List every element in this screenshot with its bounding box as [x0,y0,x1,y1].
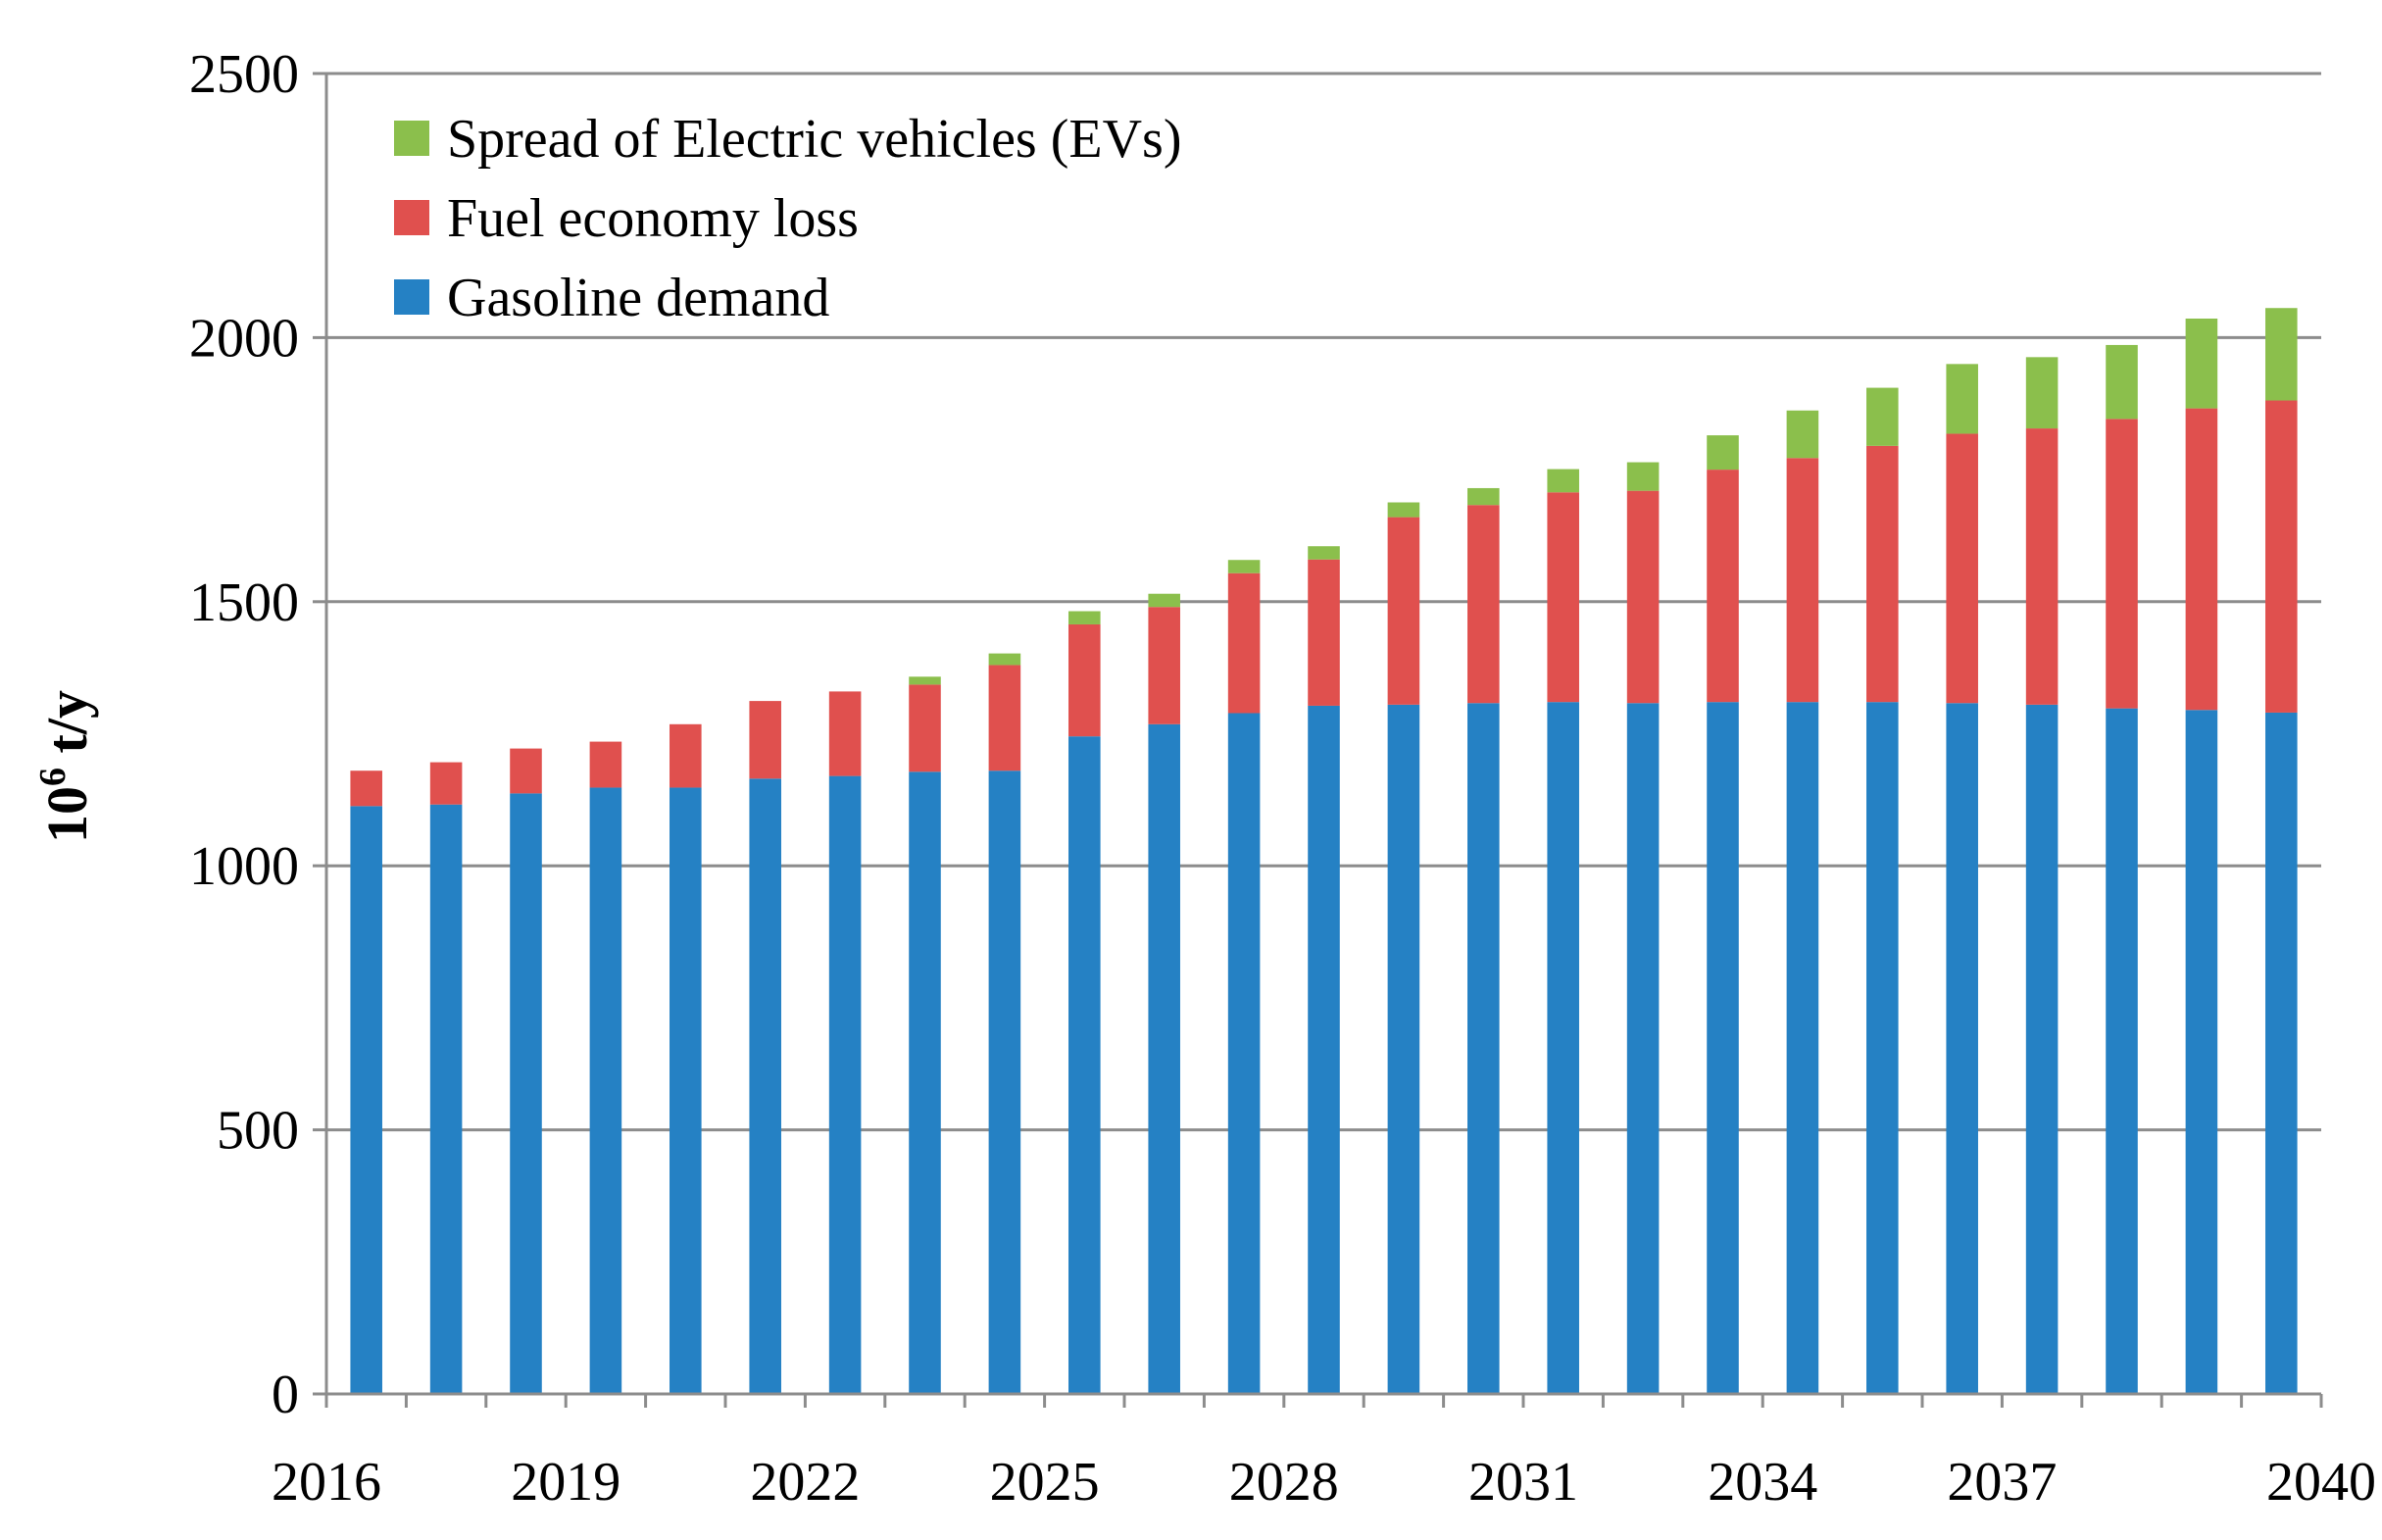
y-axis-title: 106 t/y [32,690,99,843]
bar-spread-of-electric-vehicles-evs-2028 [1308,546,1340,560]
bar-gasoline-demand-2040 [2265,712,2298,1394]
bar-fuel-economy-loss-2017 [429,762,463,805]
bar-fuel-economy-loss-2036 [1946,433,1978,704]
bar-fuel-economy-loss-2035 [1866,445,1899,703]
bar-fuel-economy-loss-2022 [828,691,862,776]
bar-fuel-economy-loss-2039 [2185,408,2218,711]
bar-fuel-economy-loss-2027 [1227,572,1261,714]
x-tick-label-2037: 2037 [1947,1452,2057,1513]
legend-swatch-spread-of-electric-vehicles-evs [394,121,429,156]
bar-spread-of-electric-vehicles-evs-2023 [909,676,941,685]
bar-gasoline-demand-2038 [2106,708,2138,1394]
bar-fuel-economy-loss-2030 [1467,505,1500,704]
legend-swatch-fuel-economy-loss [394,200,429,235]
legend-swatch-gasoline-demand [394,279,429,315]
legend: Spread of Electric vehicles (EVs) Fuel ec… [394,109,1181,328]
bar-fuel-economy-loss-2028 [1308,559,1340,706]
bar-gasoline-demand-2026 [1148,723,1180,1394]
bar-fuel-economy-loss-2031 [1547,492,1579,703]
bar-spread-of-electric-vehicles-evs-2032 [1626,462,1660,491]
x-tick-label-2025: 2025 [990,1452,1100,1513]
bar-gasoline-demand-2039 [2185,710,2218,1394]
bar-spread-of-electric-vehicles-evs-2038 [2106,344,2138,420]
bar-gasoline-demand-2027 [1227,713,1261,1394]
bar-spread-of-electric-vehicles-evs-2034 [1786,410,1819,459]
y-tick-label-1500: 1500 [189,572,299,633]
bar-fuel-economy-loss-2029 [1387,517,1420,705]
bar-gasoline-demand-2020 [670,787,702,1394]
bar-gasoline-demand-2036 [1946,703,1978,1394]
bar-gasoline-demand-2025 [1068,736,1101,1394]
bar-spread-of-electric-vehicles-evs-2026 [1148,593,1180,608]
bar-fuel-economy-loss-2033 [1707,470,1739,703]
bar-fuel-economy-loss-2038 [2106,419,2138,709]
x-tick-label-2028: 2028 [1229,1452,1339,1513]
bar-spread-of-electric-vehicles-evs-2036 [1946,364,1978,434]
bar-fuel-economy-loss-2021 [749,701,781,779]
bar-spread-of-electric-vehicles-evs-2029 [1387,502,1420,518]
bar-fuel-economy-loss-2018 [510,748,542,794]
x-tick-label-2016: 2016 [272,1452,381,1513]
bar-gasoline-demand-2021 [749,778,781,1394]
bar-fuel-economy-loss-2032 [1626,490,1660,704]
bar-fuel-economy-loss-2025 [1068,623,1101,737]
bar-gasoline-demand-2034 [1786,702,1819,1394]
bar-spread-of-electric-vehicles-evs-2027 [1227,560,1261,573]
y-tick-label-1000: 1000 [189,836,299,897]
bar-gasoline-demand-2019 [589,787,622,1394]
x-tick-label-2022: 2022 [750,1452,860,1513]
legend-label-fuel-economy-loss: Fuel economy loss [447,188,859,249]
y-tick-label-500: 500 [217,1101,299,1162]
bar-gasoline-demand-2017 [429,804,463,1394]
bar-fuel-economy-loss-2026 [1148,607,1180,724]
bar-gasoline-demand-2023 [909,771,941,1394]
bar-spread-of-electric-vehicles-evs-2037 [2025,357,2059,429]
legend-label-spread-of-electric-vehicles-evs: Spread of Electric vehicles (EVs) [447,109,1181,170]
bar-fuel-economy-loss-2034 [1786,458,1819,703]
bar-fuel-economy-loss-2020 [670,723,702,788]
x-tick-label-2031: 2031 [1468,1452,1578,1513]
bar-spread-of-electric-vehicles-evs-2030 [1467,487,1500,506]
y-tick-labels: 0 500 1000 1500 2000 2500 [189,44,299,1425]
bar-gasoline-demand-2031 [1547,702,1579,1394]
bar-gasoline-demand-2018 [510,793,542,1394]
bar-spread-of-electric-vehicles-evs-2031 [1547,469,1579,493]
bar-spread-of-electric-vehicles-evs-2035 [1866,387,1899,446]
bar-fuel-economy-loss-2040 [2265,400,2298,713]
x-tick-label-2040: 2040 [2266,1452,2376,1513]
bar-gasoline-demand-2030 [1467,703,1500,1394]
bar-fuel-economy-loss-2024 [988,665,1021,771]
bar-spread-of-electric-vehicles-evs-2040 [2265,308,2298,401]
bars [350,308,2298,1394]
bar-fuel-economy-loss-2016 [350,770,382,807]
bar-spread-of-electric-vehicles-evs-2033 [1707,435,1739,471]
axes [313,72,2323,1408]
bar-gasoline-demand-2037 [2025,704,2059,1394]
bar-gasoline-demand-2022 [828,775,862,1394]
x-tick-labels: 2016 2019 2022 2025 2028 2031 2034 2037 2040 [272,1452,2376,1513]
bar-spread-of-electric-vehicles-evs-2024 [988,653,1021,666]
bar-fuel-economy-loss-2023 [909,684,941,772]
bar-gasoline-demand-2032 [1626,703,1660,1394]
bar-gasoline-demand-2035 [1866,702,1899,1394]
y-tick-label-2000: 2000 [189,308,299,369]
bar-gasoline-demand-2016 [350,806,382,1394]
bar-spread-of-electric-vehicles-evs-2039 [2185,319,2218,409]
legend-label-gasoline-demand: Gasoline demand [447,268,829,328]
bar-gasoline-demand-2029 [1387,704,1420,1394]
y-tick-label-0: 0 [272,1365,299,1425]
bar-fuel-economy-loss-2019 [589,741,622,788]
x-tick-label-2019: 2019 [511,1452,620,1513]
bar-fuel-economy-loss-2037 [2025,428,2059,705]
bar-spread-of-electric-vehicles-evs-2025 [1068,611,1101,624]
bar-gasoline-demand-2033 [1707,702,1739,1394]
y-tick-label-2500: 2500 [189,44,299,105]
x-tick-label-2034: 2034 [1708,1452,1817,1513]
bar-gasoline-demand-2024 [988,770,1021,1394]
bar-gasoline-demand-2028 [1308,705,1340,1394]
